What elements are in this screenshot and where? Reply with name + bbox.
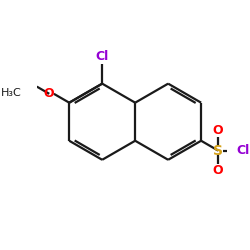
Text: Cl: Cl (236, 144, 249, 157)
Text: O: O (213, 164, 224, 177)
Text: O: O (213, 124, 224, 137)
Text: H₃C: H₃C (1, 88, 22, 98)
Text: S: S (213, 144, 223, 158)
Text: Cl: Cl (96, 50, 109, 63)
Text: O: O (43, 87, 54, 100)
